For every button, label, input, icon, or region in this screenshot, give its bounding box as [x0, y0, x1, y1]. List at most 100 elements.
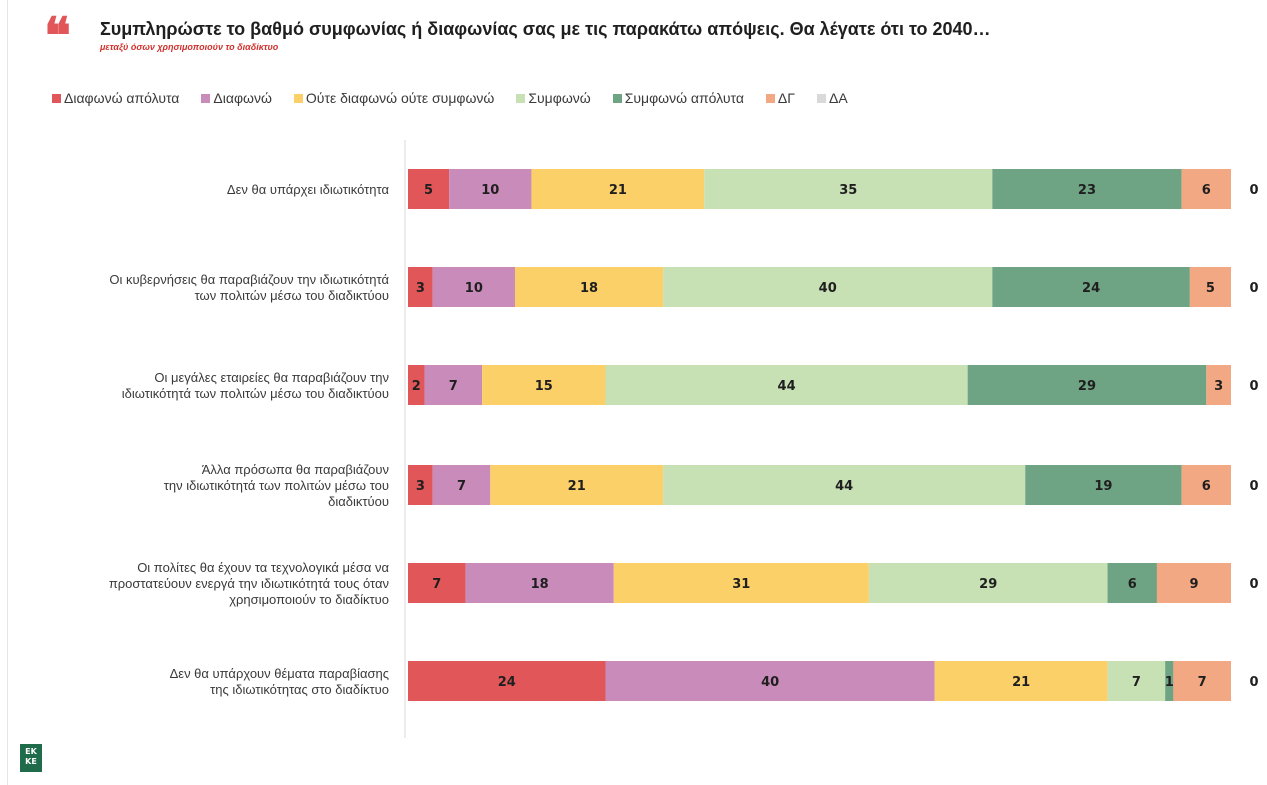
- bar-segment: [531, 169, 705, 209]
- legend-label: ΔΑ: [828, 90, 848, 106]
- bar-segment: [1189, 267, 1231, 307]
- chart-legend: Διαφωνώ απόλυτα Διαφωνώ Ούτε διαφωνώ ούτ…: [52, 90, 870, 106]
- legend-item: ΔΑ: [816, 90, 848, 106]
- data-label: 1: [1165, 675, 1174, 690]
- data-label: 6: [1202, 183, 1211, 198]
- bar-segment: [704, 169, 993, 209]
- bar-segment: [1206, 365, 1231, 405]
- data-label: 21: [568, 479, 586, 494]
- data-label: 0: [1249, 577, 1258, 592]
- legend-item: Ούτε διαφωνώ ούτε συμφωνώ: [293, 90, 495, 106]
- legend-label: Συμφωνώ: [528, 90, 591, 106]
- bar-segment: [1156, 563, 1231, 603]
- bar-segment: [449, 169, 532, 209]
- bar-segment: [1181, 465, 1231, 505]
- bar-segment: [613, 563, 869, 603]
- bar-segment: [605, 365, 968, 405]
- bar-segment: [934, 661, 1108, 701]
- data-label: 7: [449, 379, 458, 394]
- bar-segment: [482, 365, 606, 405]
- bar-segment: [465, 563, 614, 603]
- data-label: 7: [457, 479, 466, 494]
- data-label: 0: [1249, 183, 1258, 198]
- data-label: 5: [424, 183, 433, 198]
- legend-label: Διαφωνώ: [213, 90, 272, 106]
- data-label: 18: [580, 281, 598, 296]
- data-label: 3: [416, 281, 425, 296]
- data-label: 18: [531, 577, 549, 592]
- data-label: 44: [835, 479, 853, 494]
- legend-swatch: [201, 93, 211, 103]
- legend-label: Διαφωνώ απόλυτα: [64, 90, 180, 106]
- data-label: 10: [465, 281, 483, 296]
- bar-segment: [408, 267, 433, 307]
- data-label: 5: [1206, 281, 1215, 296]
- data-label: 44: [778, 379, 796, 394]
- legend-swatch: [765, 93, 775, 103]
- data-label: 6: [1128, 577, 1137, 592]
- data-label: 2: [412, 379, 421, 394]
- data-label: 3: [1214, 379, 1223, 394]
- data-label: 35: [839, 183, 857, 198]
- bar-segment: [1181, 169, 1231, 209]
- bar-segment: [1025, 465, 1182, 505]
- category-label: Οι μεγάλες εταιρείες θα παραβιάζουν την ι…: [122, 370, 389, 401]
- bar-segment: [967, 365, 1207, 405]
- data-label: 7: [432, 577, 441, 592]
- data-label: 24: [1082, 281, 1100, 296]
- legend-swatch: [816, 93, 826, 103]
- data-label: 21: [1012, 675, 1030, 690]
- data-label: 23: [1078, 183, 1096, 198]
- legend-label: ΔΓ: [777, 90, 795, 106]
- category-label: Δεν θα υπάρχει ιδιωτικότητα: [227, 182, 390, 197]
- category-label: Οι πολίτες θα έχουν τα τεχνολογικά μέσα …: [109, 560, 390, 607]
- bar-segment: [663, 267, 993, 307]
- legend-item: Διαφωνώ απόλυτα: [52, 90, 179, 106]
- legend-label: Ούτε διαφωνώ ούτε συμφωνώ: [305, 90, 495, 106]
- data-label: 15: [535, 379, 553, 394]
- data-label: 0: [1249, 379, 1258, 394]
- bar-segment: [490, 465, 664, 505]
- data-label: 21: [609, 183, 627, 198]
- data-label: 31: [732, 577, 750, 592]
- bar-segment: [408, 563, 466, 603]
- bar-segment: [408, 661, 606, 701]
- legend-swatch: [516, 93, 526, 103]
- bar-segment: [663, 465, 1026, 505]
- chart-title: Συμπληρώστε το βαθμό συμφωνίας ή διαφωνί…: [100, 19, 991, 39]
- bar-segment: [408, 465, 433, 505]
- bar-segment: [432, 267, 515, 307]
- bar-segment: [868, 563, 1108, 603]
- bar-segment: [1165, 661, 1174, 701]
- data-label: 0: [1249, 675, 1258, 690]
- data-label: 24: [498, 675, 516, 690]
- data-label: 0: [1249, 479, 1258, 494]
- legend-item: Συμφωνώ: [516, 90, 591, 106]
- left-border-rule: [7, 0, 8, 785]
- bar-segment: [992, 169, 1182, 209]
- data-label: 7: [1198, 675, 1207, 690]
- bar-segment: [432, 465, 491, 505]
- legend-swatch: [52, 93, 61, 103]
- legend-swatch: [293, 93, 303, 103]
- legend-swatch: [612, 93, 622, 103]
- data-label: 7: [1132, 675, 1141, 690]
- bar-segment: [408, 169, 450, 209]
- legend-item: ΔΓ: [765, 90, 795, 106]
- ekke-logo: ΕΚ ΚΕ: [20, 744, 42, 772]
- chart-subtitle: μεταξύ όσων χρησιμοποιούν το διαδίκτυο: [100, 42, 279, 52]
- data-label: 0: [1249, 281, 1258, 296]
- bar-segment: [1173, 661, 1231, 701]
- category-label: Οι κυβερνήσεις θα παραβιάζουν την ιδιωτι…: [109, 272, 389, 303]
- data-label: 10: [481, 183, 499, 198]
- data-label: 6: [1202, 479, 1211, 494]
- bar-segment: [1107, 563, 1157, 603]
- bar-segment: [1107, 661, 1166, 701]
- bar-segment: [514, 267, 664, 307]
- data-label: 40: [819, 281, 837, 296]
- data-label: 40: [761, 675, 779, 690]
- bar-segment: [605, 661, 935, 701]
- bar-segment: [992, 267, 1190, 307]
- data-label: 29: [1078, 379, 1096, 394]
